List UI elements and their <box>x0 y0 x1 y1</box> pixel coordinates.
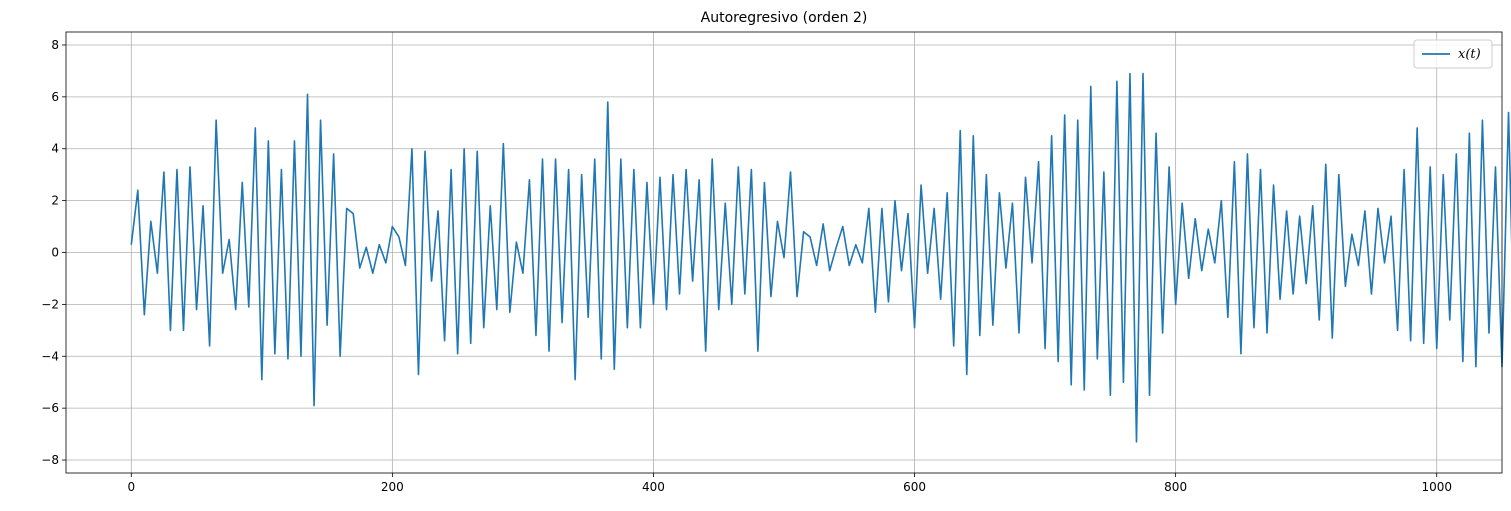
x-tick-label: 800 <box>1164 480 1187 494</box>
x-tick-label: 0 <box>127 480 135 494</box>
y-tick-label: 8 <box>51 38 59 52</box>
y-tick-label: −8 <box>41 453 59 467</box>
legend-box <box>1413 39 1493 69</box>
y-tick-label: 4 <box>51 142 59 156</box>
y-tick-label: −6 <box>41 401 59 415</box>
y-tick-label: 6 <box>51 90 59 104</box>
chart-title: Autoregresivo (orden 2) <box>701 10 868 26</box>
y-tick-label: −2 <box>41 297 59 311</box>
legend: x(t) <box>1413 39 1493 69</box>
series-line <box>130 72 1511 443</box>
legend-label: x(t) <box>1458 47 1481 62</box>
x-tick-label: 400 <box>642 480 665 494</box>
series-lines <box>130 72 1511 443</box>
x-tick-label: 200 <box>381 480 404 494</box>
x-tick-label: 600 <box>903 480 926 494</box>
y-tick-label: 2 <box>51 194 59 208</box>
axis-ticks: 0 200 400 600 800 1000 −8 −6 −4 −2 0 2 4 6 8 <box>41 38 1452 494</box>
y-tick-label: 0 <box>51 246 59 260</box>
y-tick-label: −4 <box>41 349 59 363</box>
x-tick-label: 1000 <box>1421 480 1452 494</box>
